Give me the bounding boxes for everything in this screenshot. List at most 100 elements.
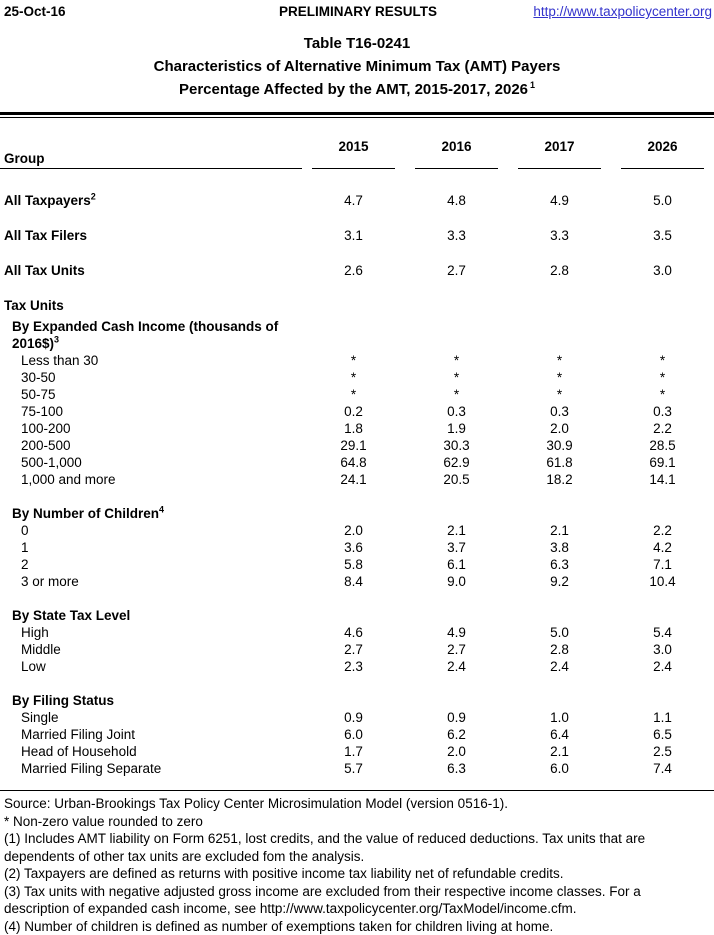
- value-cell: 18.2: [508, 471, 611, 488]
- value-cell: 0.3: [508, 403, 611, 420]
- top-bar: 25-Oct-16 PRELIMINARY RESULTS http://www…: [0, 0, 714, 19]
- value-cell: 5.0: [508, 624, 611, 641]
- row-label: 1: [0, 539, 302, 556]
- value-cell: 2.7: [302, 641, 405, 658]
- value-cell: 0.9: [302, 709, 405, 726]
- value-cell: 2.4: [611, 658, 714, 675]
- value-cell: 4.6: [302, 624, 405, 641]
- value-cell: 5.4: [611, 624, 714, 641]
- value-cell: 0.3: [611, 403, 714, 420]
- table-row: By Filing Status: [0, 692, 714, 709]
- row-label: By Filing Status: [0, 692, 302, 709]
- value-cell: 10.4: [611, 573, 714, 590]
- row-label: All Tax Units: [0, 262, 302, 279]
- table-header-row: Group 2015 2016 2017 2026: [0, 118, 714, 169]
- value-cell: 2.1: [508, 522, 611, 539]
- value-cell: 30.9: [508, 437, 611, 454]
- table-row: By Number of Children4: [0, 505, 714, 522]
- value-cell: 7.1: [611, 556, 714, 573]
- value-cell: 2.0: [405, 743, 508, 760]
- value-cell: 6.0: [302, 726, 405, 743]
- value-cell: 3.0: [611, 262, 714, 279]
- value-cell: 9.0: [405, 573, 508, 590]
- row-label: 500-1,000: [0, 454, 302, 471]
- value-cell: 6.5: [611, 726, 714, 743]
- taxpolicycenter-link[interactable]: http://www.taxpolicycenter.org: [533, 4, 712, 19]
- value-cell: 6.0: [508, 760, 611, 777]
- value-cell: 30.3: [405, 437, 508, 454]
- value-cell: 0.9: [405, 709, 508, 726]
- value-cell: 2.3: [302, 658, 405, 675]
- value-cell: 3.8: [508, 539, 611, 556]
- value-cell: 3.0: [611, 641, 714, 658]
- table-number: Table T16-0241: [0, 32, 714, 55]
- value-cell: 4.9: [405, 624, 508, 641]
- value-cell: 6.2: [405, 726, 508, 743]
- column-header-2015: 2015: [312, 118, 395, 169]
- column-header-2016: 2016: [415, 118, 498, 169]
- footnote-4: (4) Number of children is defined as num…: [4, 918, 708, 935]
- column-header-2017: 2017: [518, 118, 601, 169]
- row-label: By Expanded Cash Income (thousands of 20…: [0, 318, 302, 352]
- column-header-group: Group: [0, 118, 302, 169]
- value-cell: 1.8: [302, 420, 405, 437]
- value-cell: *: [405, 386, 508, 403]
- value-cell: 4.7: [302, 192, 405, 209]
- preliminary-results-label: PRELIMINARY RESULTS: [279, 4, 437, 19]
- value-cell: 1.1: [611, 709, 714, 726]
- value-cell: *: [611, 369, 714, 386]
- value-cell: 62.9: [405, 454, 508, 471]
- table-row: By State Tax Level: [0, 607, 714, 624]
- subtitle-text: Percentage Affected by the AMT, 2015-201…: [179, 81, 528, 98]
- value-cell: 3.7: [405, 539, 508, 556]
- value-cell: 2.8: [508, 641, 611, 658]
- row-label: 2: [0, 556, 302, 573]
- value-cell: *: [405, 352, 508, 369]
- value-cell: 6.3: [508, 556, 611, 573]
- value-cell: 6.4: [508, 726, 611, 743]
- value-cell: 2.6: [302, 262, 405, 279]
- value-cell: *: [302, 369, 405, 386]
- value-cell: 3.6: [302, 539, 405, 556]
- value-cell: 5.7: [302, 760, 405, 777]
- value-cell: 2.7: [405, 641, 508, 658]
- value-cell: 6.3: [405, 760, 508, 777]
- date-label: 25-Oct-16: [4, 4, 66, 19]
- value-cell: 2.8: [508, 262, 611, 279]
- table-title: Characteristics of Alternative Minimum T…: [0, 55, 714, 78]
- asterisk-note: * Non-zero value rounded to zero: [4, 813, 708, 831]
- table-row: Tax Units: [0, 297, 714, 314]
- value-cell: 3.3: [405, 227, 508, 244]
- value-cell: 28.5: [611, 437, 714, 454]
- value-cell: *: [611, 386, 714, 403]
- value-cell: 2.1: [508, 743, 611, 760]
- row-label: 30-50: [0, 369, 302, 386]
- table-subtitle: Percentage Affected by the AMT, 2015-201…: [0, 78, 714, 101]
- value-cell: *: [302, 352, 405, 369]
- value-cell: 2.5: [611, 743, 714, 760]
- source-note: Source: Urban-Brookings Tax Policy Cente…: [4, 795, 708, 813]
- value-cell: 7.4: [611, 760, 714, 777]
- footnote-2: (2) Taxpayers are defined as returns wit…: [4, 865, 708, 883]
- table-row: By Expanded Cash Income (thousands of 20…: [0, 318, 714, 352]
- value-cell: 1.0: [508, 709, 611, 726]
- value-cell: 69.1: [611, 454, 714, 471]
- value-cell: 0.2: [302, 403, 405, 420]
- footnote-ref: 4: [159, 505, 164, 515]
- value-cell: 2.1: [405, 522, 508, 539]
- title-block: Table T16-0241 Characteristics of Altern…: [0, 32, 714, 101]
- value-cell: 3.1: [302, 227, 405, 244]
- row-label: Less than 30: [0, 352, 302, 369]
